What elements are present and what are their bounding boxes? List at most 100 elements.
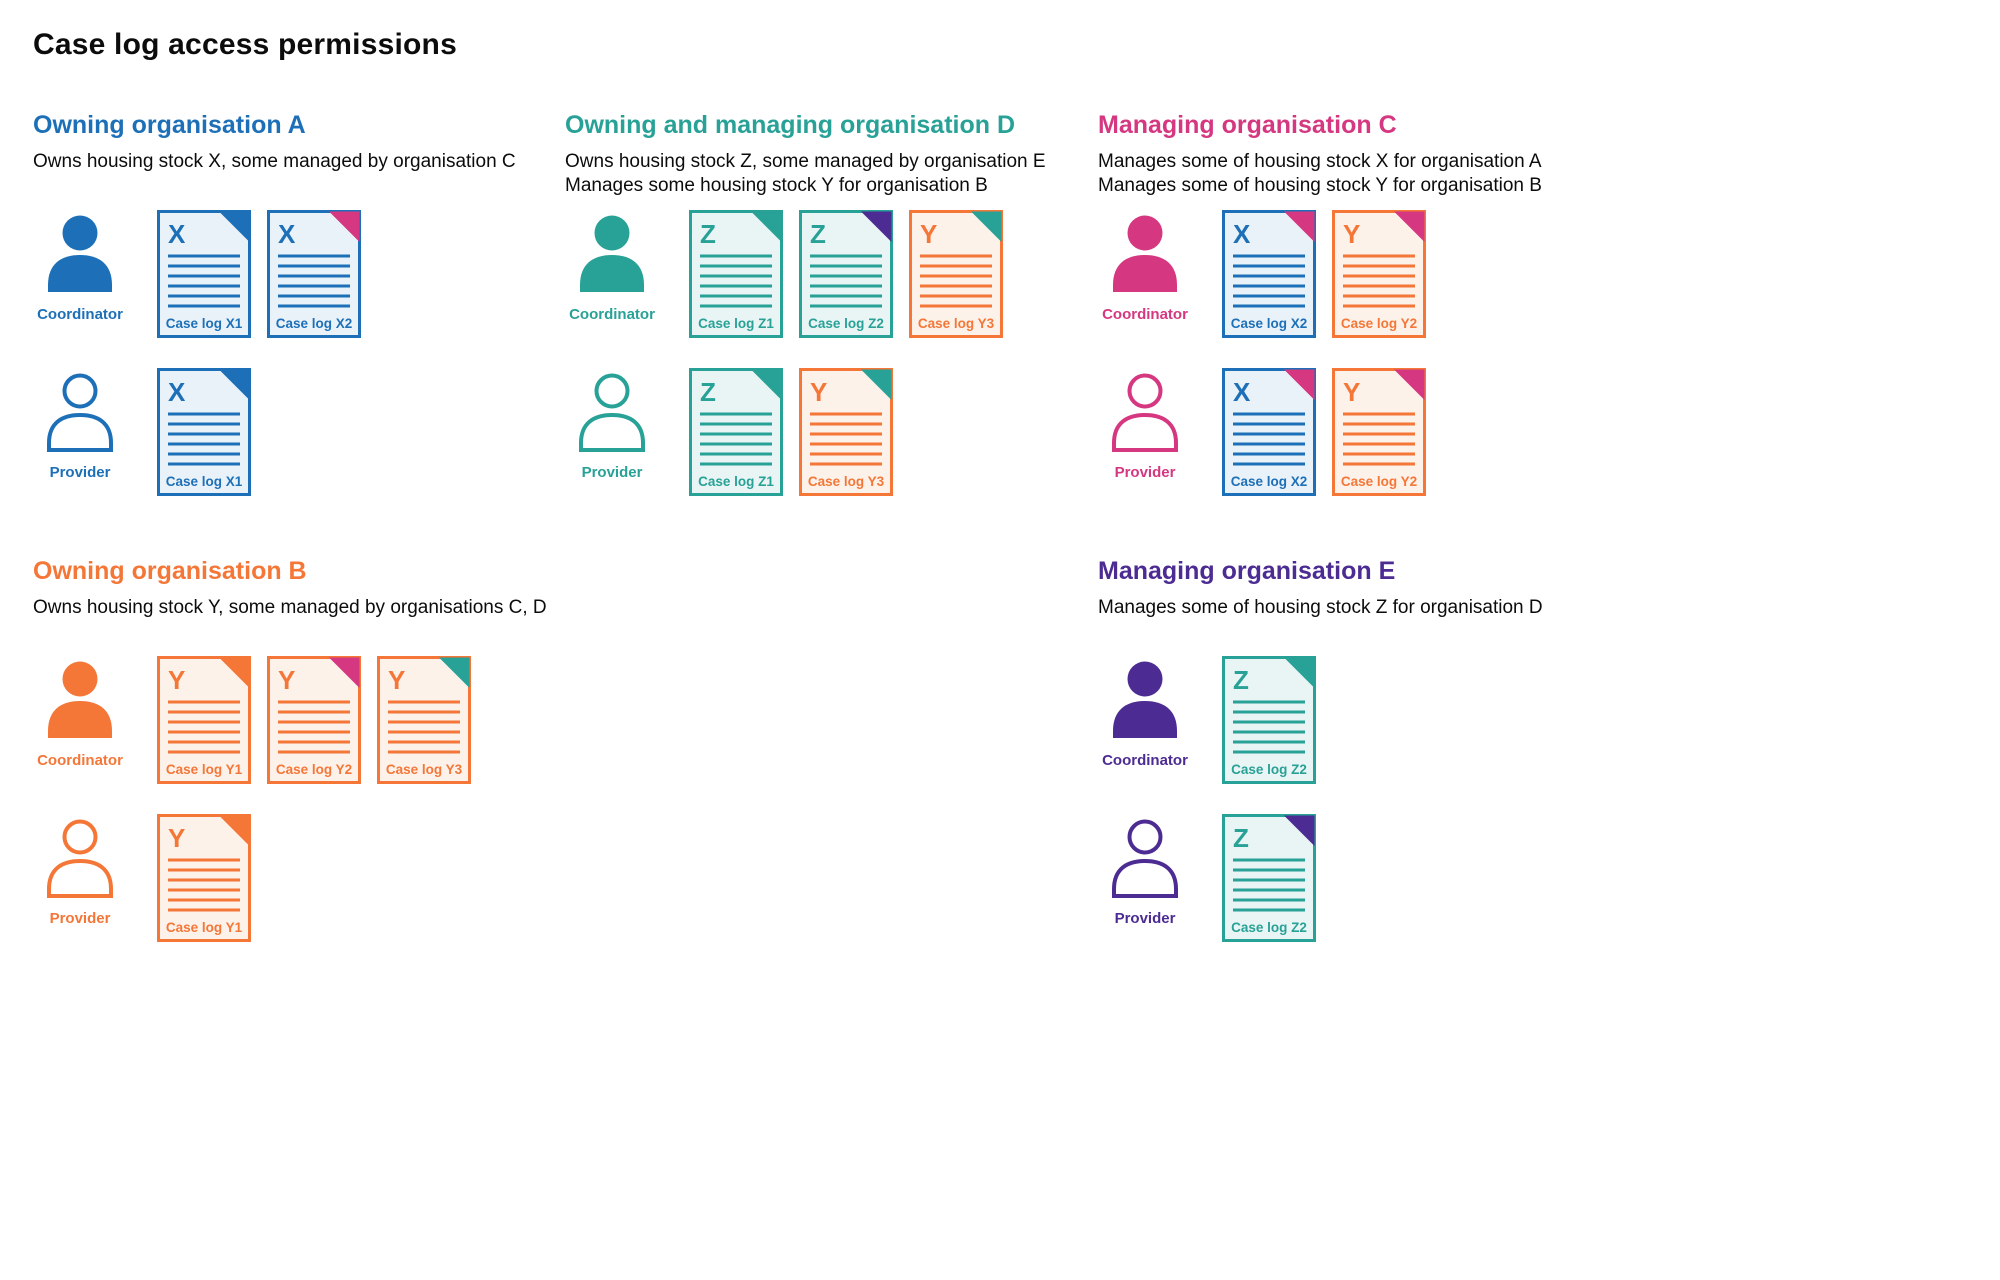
- folded-corner-icon: [1394, 369, 1425, 400]
- section-description: Owns housing stock Y, some managed by or…: [33, 596, 558, 620]
- folded-corner-icon: [1394, 211, 1425, 242]
- case-log-caption: Case log Y2: [1341, 474, 1417, 489]
- stock-letter: Y: [388, 665, 405, 695]
- section-description: Manages some of housing stock X for orga…: [1098, 150, 1623, 198]
- role-row-coordinator: Coordinator X Case log X1 X Case log X2: [33, 210, 361, 338]
- org-section-managing-organisation-c: Managing organisation C Manages some of h…: [1098, 110, 1623, 556]
- person-provider: Provider: [33, 814, 157, 927]
- folded-corner-icon: [219, 211, 250, 242]
- provider-icon: [1112, 819, 1178, 898]
- stock-letter: Y: [278, 665, 295, 695]
- person-role-label: Coordinator: [1102, 306, 1188, 323]
- case-log-x1-doc: X Case log X1: [157, 368, 251, 496]
- section-description-line: Manages some of housing stock X for orga…: [1098, 151, 1542, 172]
- stock-letter: Z: [700, 377, 716, 407]
- case-log-y2-doc: Y Case log Y2: [1332, 368, 1426, 496]
- coordinator-icon: [1113, 215, 1177, 292]
- role-row-coordinator: Coordinator Z Case log Z2: [1098, 656, 1316, 784]
- role-row-coordinator: Coordinator Z Case log Z1 Z Case log Z2 Y Case…: [565, 210, 1003, 338]
- case-log-caption: Case log X1: [166, 316, 243, 331]
- coordinator-icon: [48, 215, 112, 292]
- person-role-label: Provider: [581, 464, 643, 481]
- stock-letter: Y: [920, 219, 937, 249]
- case-log-docs: X Case log X1: [157, 368, 251, 496]
- coordinator-icon: [48, 661, 112, 738]
- folded-corner-icon: [219, 815, 250, 846]
- case-log-z1-doc: Z Case log Z1: [689, 210, 783, 338]
- case-log-docs: Z Case log Z2: [1222, 814, 1316, 942]
- case-log-caption: Case log Y3: [808, 474, 885, 489]
- folded-corner-icon: [439, 657, 470, 688]
- section-description-line: Owns housing stock X, some managed by or…: [33, 151, 516, 172]
- person-role-label: Provider: [49, 464, 111, 481]
- case-log-caption: Case log Z1: [698, 316, 774, 331]
- case-log-x2-doc: X Case log X2: [1222, 368, 1316, 496]
- folded-corner-icon: [971, 211, 1002, 242]
- section-description-line: Owns housing stock Y, some managed by or…: [33, 597, 547, 618]
- stock-letter: Z: [1233, 665, 1249, 695]
- case-log-caption: Case log Y3: [918, 316, 995, 331]
- section-description-line: Manages some of housing stock Z for orga…: [1098, 597, 1543, 618]
- section-title: Owning and managing organisation D: [565, 111, 1016, 139]
- stock-letter: Z: [1233, 823, 1249, 853]
- stock-letter: X: [1233, 377, 1251, 407]
- case-log-docs: X Case log X2 Y Case log Y2: [1222, 368, 1426, 496]
- person-coordinator: Coordinator: [33, 210, 157, 323]
- case-log-caption: Case log X2: [1231, 316, 1308, 331]
- folded-corner-icon: [751, 211, 782, 242]
- case-log-y2-doc: Y Case log Y2: [267, 656, 361, 784]
- folded-corner-icon: [329, 211, 360, 242]
- folded-corner-icon: [751, 369, 782, 400]
- role-row-provider: Provider Y Case log Y1: [33, 814, 251, 942]
- page-title: Case log access permissions: [33, 28, 457, 61]
- person-role-label: Coordinator: [37, 306, 123, 323]
- stock-letter: Z: [810, 219, 826, 249]
- case-log-docs: X Case log X2 Y Case log Y2: [1222, 210, 1426, 338]
- org-section-owning-organisation-b: Owning organisation B Owns housing stock …: [33, 556, 558, 1002]
- person-provider: Provider: [1098, 814, 1222, 927]
- person-coordinator: Coordinator: [565, 210, 689, 323]
- case-log-z2-doc: Z Case log Z2: [1222, 814, 1316, 942]
- case-log-caption: Case log X2: [1231, 474, 1308, 489]
- case-log-z2-doc: Z Case log Z2: [799, 210, 893, 338]
- case-log-y1-doc: Y Case log Y1: [157, 656, 251, 784]
- person-role-label: Provider: [49, 910, 111, 927]
- folded-corner-icon: [219, 657, 250, 688]
- role-row-provider: Provider Z Case log Z2: [1098, 814, 1316, 942]
- case-log-z2-doc: Z Case log Z2: [1222, 656, 1316, 784]
- person-provider: Provider: [33, 368, 157, 481]
- person-role-label: Provider: [1114, 464, 1176, 481]
- provider-icon: [47, 819, 113, 898]
- case-log-caption: Case log Z2: [808, 316, 884, 331]
- org-section-managing-organisation-e: Managing organisation E Manages some of h…: [1098, 556, 1623, 1002]
- folded-corner-icon: [1284, 815, 1315, 846]
- person-role-label: Coordinator: [569, 306, 655, 323]
- stock-letter: X: [1233, 219, 1251, 249]
- folded-corner-icon: [1284, 657, 1315, 688]
- section-title: Managing organisation E: [1098, 557, 1396, 585]
- section-title: Managing organisation C: [1098, 111, 1397, 139]
- provider-icon: [579, 373, 645, 452]
- case-log-caption: Case log Y1: [166, 920, 243, 935]
- case-log-x1-doc: X Case log X1: [157, 210, 251, 338]
- section-description-line: Owns housing stock Z, some managed by or…: [565, 151, 1046, 172]
- coordinator-icon: [1113, 661, 1177, 738]
- org-section-owning-and-managing-organisation-d: Owning and managing organisation D Owns h…: [565, 110, 1090, 556]
- case-log-y3-doc: Y Case log Y3: [377, 656, 471, 784]
- role-row-provider: Provider Z Case log Z1 Y Case log Y3: [565, 368, 893, 496]
- section-description: Owns housing stock Z, some managed by or…: [565, 150, 1090, 198]
- provider-icon: [47, 373, 113, 452]
- stock-letter: Y: [810, 377, 827, 407]
- case-log-caption: Case log Z2: [1231, 762, 1307, 777]
- stock-letter: Y: [168, 823, 185, 853]
- stock-letter: X: [168, 377, 186, 407]
- case-log-docs: X Case log X1 X Case log X2: [157, 210, 361, 338]
- provider-icon: [1112, 373, 1178, 452]
- stock-letter: Y: [1343, 219, 1360, 249]
- case-log-x2-doc: X Case log X2: [1222, 210, 1316, 338]
- case-log-caption: Case log Z2: [1231, 920, 1307, 935]
- person-coordinator: Coordinator: [33, 656, 157, 769]
- section-description: Manages some of housing stock Z for orga…: [1098, 596, 1623, 620]
- person-role-label: Coordinator: [37, 752, 123, 769]
- case-log-caption: Case log Y2: [276, 762, 352, 777]
